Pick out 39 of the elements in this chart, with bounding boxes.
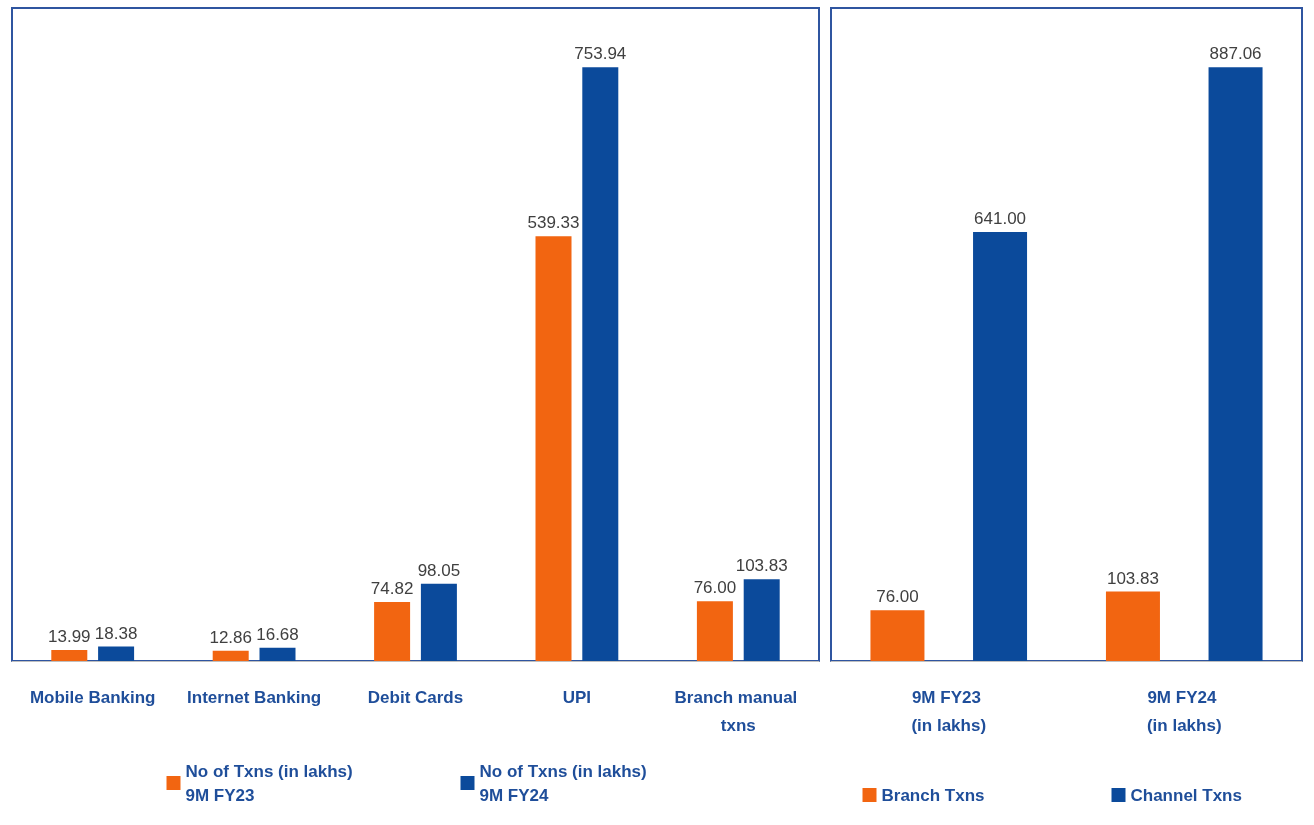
bar (98, 646, 135, 661)
x-tick-label: 9M FY24 (in lakhs) (1146, 687, 1222, 735)
x-tick-label: Branch manual txns (674, 687, 803, 735)
data-label: 74.82 (370, 579, 414, 599)
data-label: 98.05 (417, 560, 461, 580)
data-label: 76.00 (693, 578, 737, 598)
data-label: 753.94 (574, 44, 627, 64)
data-label: 103.83 (1106, 568, 1159, 588)
bar (696, 601, 733, 661)
x-tick-label: Mobile Banking (29, 687, 156, 707)
data-label: 13.99 (48, 626, 91, 646)
bar (51, 649, 88, 661)
legend-label: No of Txns (in lakhs) 9M FY24 (479, 761, 652, 805)
x-tick-label: Internet Banking (187, 687, 322, 707)
legend-label: Channel Txns (1130, 785, 1242, 805)
x-tick-label: Debit Cards (367, 687, 464, 707)
x-tick-label: UPI (562, 687, 592, 707)
data-label: 887.06 (1209, 44, 1262, 64)
data-label: 12.86 (209, 627, 252, 647)
bar (535, 236, 572, 661)
data-label: 18.38 (94, 623, 138, 643)
bar (870, 610, 925, 661)
bar (1208, 67, 1263, 661)
bar (420, 583, 457, 661)
data-label: 16.68 (256, 624, 299, 644)
data-label: 103.83 (735, 556, 788, 576)
legend-label: No of Txns (in lakhs) 9M FY23 (185, 761, 358, 805)
data-label: 76.00 (876, 587, 919, 607)
bar (973, 232, 1028, 661)
bar (1105, 591, 1160, 661)
bar (259, 647, 296, 661)
x-tick-label: 9M FY23 (in lakhs) (911, 687, 987, 735)
bar (374, 602, 411, 661)
legend-label: Branch Txns (881, 785, 985, 805)
bar (212, 650, 249, 661)
data-label: 539.33 (527, 213, 580, 233)
bar (743, 579, 780, 661)
data-label: 641.00 (974, 209, 1027, 229)
bar (582, 67, 619, 661)
